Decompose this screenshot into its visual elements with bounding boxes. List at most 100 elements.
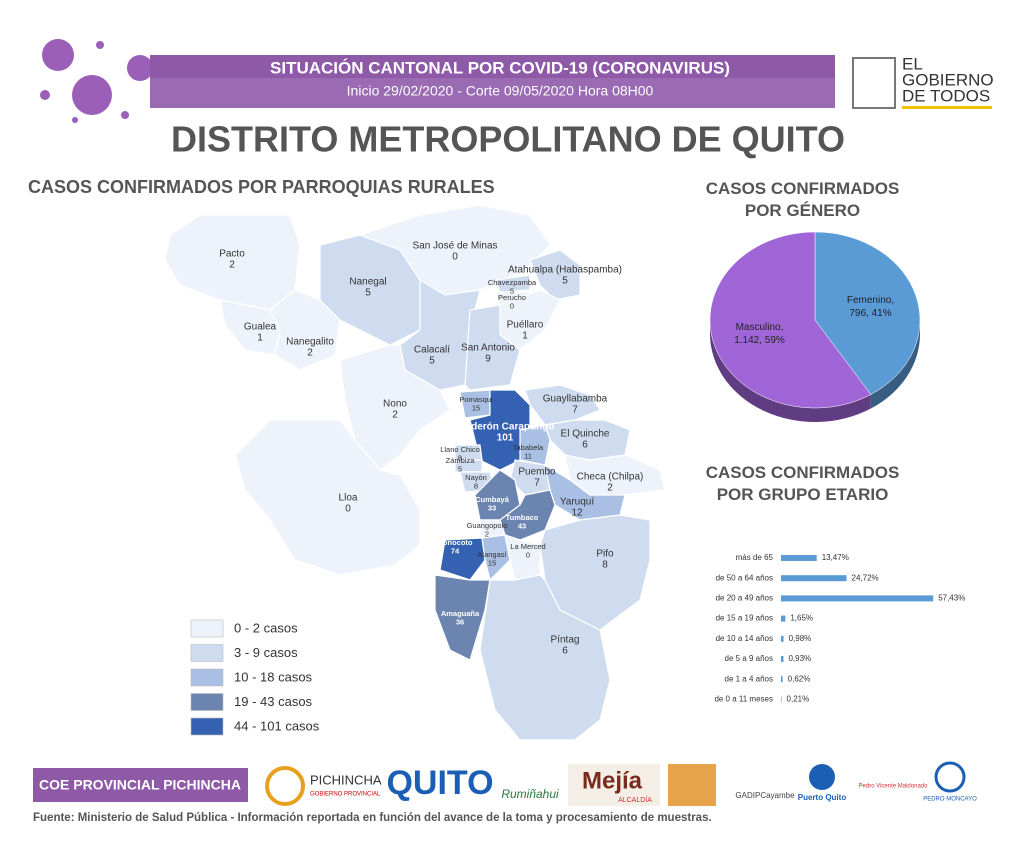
parish-cases: 0 [345,504,351,515]
parish-cases: 2 [485,529,489,538]
parish-name: Conocoto [438,538,473,547]
y-tick-label: de 0 a 11 meses [714,695,773,704]
header-subtitle: Inicio 29/02/2020 - Corte 09/05/2020 Hor… [347,83,654,99]
parish-name: Píntag [551,635,580,646]
parish-name: Atahualpa (Habaspamba) [508,265,622,276]
parish-name: Pomasqui [459,395,493,404]
bar-value-label: 0,21% [787,695,810,704]
legend-swatch [190,717,224,736]
y-tick-label: de 15 a 19 años [716,614,773,623]
bar [781,595,934,602]
logo-bg [668,764,716,806]
parish-cases: 5 [510,286,514,295]
legend-label: 0 - 2 casos [234,620,298,635]
parish-name: Nayón [465,473,487,482]
pie-category: Masculino, [736,322,784,333]
pie-side [870,320,920,409]
parish-name: San José de Minas [412,241,497,252]
map-title: CASOS CONFIRMADOS POR PARROQUIAS RURALES [28,177,495,197]
logo-text: ALCALDÍA [618,795,652,804]
logo-text: PICHINCHA [310,772,382,787]
parish-cases: 101 [497,433,514,444]
parish-name: Puembo [518,467,556,478]
parish-cases: 1 [522,331,528,342]
bar [781,656,784,662]
y-tick-label: de 1 a 4 años [725,674,773,683]
main-title: DISTRITO METROPOLITANO DE QUITO [171,119,845,160]
virus-icon [40,39,167,123]
map [164,204,666,741]
bar-value-label: 1,65% [790,614,813,623]
y-tick-label: de 20 a 49 años [716,594,773,603]
parish-name: Zámbiza [446,456,476,465]
legend-label: 10 - 18 casos [234,669,313,684]
parish-name: Llano Chico [440,445,480,454]
parish-cases: 36 [456,617,464,626]
pie-value-label: 796, 41% [849,308,891,319]
logo-line: GOBIERNO [902,70,994,89]
pie-side [710,320,871,423]
parish-cases: 8 [602,560,608,571]
pie-title: CASOS CONFIRMADOS POR GÉNERO [705,179,900,220]
legend-swatch [190,619,224,638]
logo-text: GOBIERNO PROVINCIAL [310,792,381,798]
parish-name: La Merced [510,542,545,551]
bar-value-label: 13,47% [822,553,849,562]
header-band [150,78,835,108]
parish-name: Puéllaro [507,320,544,331]
legend-label: 44 - 101 casos [234,718,320,733]
legend-label: 19 - 43 casos [234,694,313,709]
pie-slice [814,231,921,395]
parish-name: Amaguaña [441,609,480,618]
parish-name: Lloa [339,493,358,504]
logo-mark [934,761,966,793]
legend: 0 - 2 casos 3 - 9 casos 10 - 18 casos 19 - … [190,619,320,736]
parish-cases: 6 [562,646,568,657]
parish-cases: 15 [488,558,496,567]
parish-cases: 7 [534,478,540,489]
parish-cases: 2 [307,348,313,359]
parish-cases: 5 [562,276,568,287]
parish-region [494,274,531,293]
logo-text: Rumiñahui [501,787,559,801]
emblem [852,57,896,109]
parish-name: Pifo [596,549,614,560]
parish-cases: 5 [429,356,435,367]
parish-cases: 9 [485,354,491,365]
bar [781,555,817,561]
parish-region [519,424,551,466]
parish-cases: 2 [392,410,398,421]
pie-slice [709,231,872,409]
parish-name: Nanegal [349,277,386,288]
pie-chart: Femenino, 796, 41% Masculino, 1.142, 59% [709,231,921,423]
y-tick-label: más de 65 [736,553,774,562]
coe-box [33,768,248,802]
parish-region [358,204,551,296]
parish-region [539,514,651,631]
parish-region [464,304,521,391]
bar-chart: más de 65 13,47% de 50 a 64 años 24,72% de 2… [714,553,965,703]
parish-cases: 1 [257,333,263,344]
parish-cases: 0 [452,252,458,263]
parish-cases: 8 [474,481,478,490]
bar [781,635,784,642]
parish-cases: 74 [451,546,460,555]
parish-cases: 7 [572,405,578,416]
parish-region [234,419,421,576]
parish-cases: 15 [472,403,480,412]
parish-cases: 5 [458,464,462,473]
logo-line: DE TODOS [902,86,990,105]
y-tick-label: de 5 a 9 años [725,654,773,663]
parish-cases: 0 [526,550,530,559]
parish-name: Guayllabamba [543,394,608,405]
bar [781,575,847,582]
parish-name: Nono [383,399,407,410]
parish-region [481,534,511,582]
parish-cases: 5 [365,288,371,299]
legend-swatch [190,668,224,687]
parish-region [399,278,481,391]
bar-value-label: 0,98% [789,634,812,643]
parish-cases: 12 [571,508,583,519]
